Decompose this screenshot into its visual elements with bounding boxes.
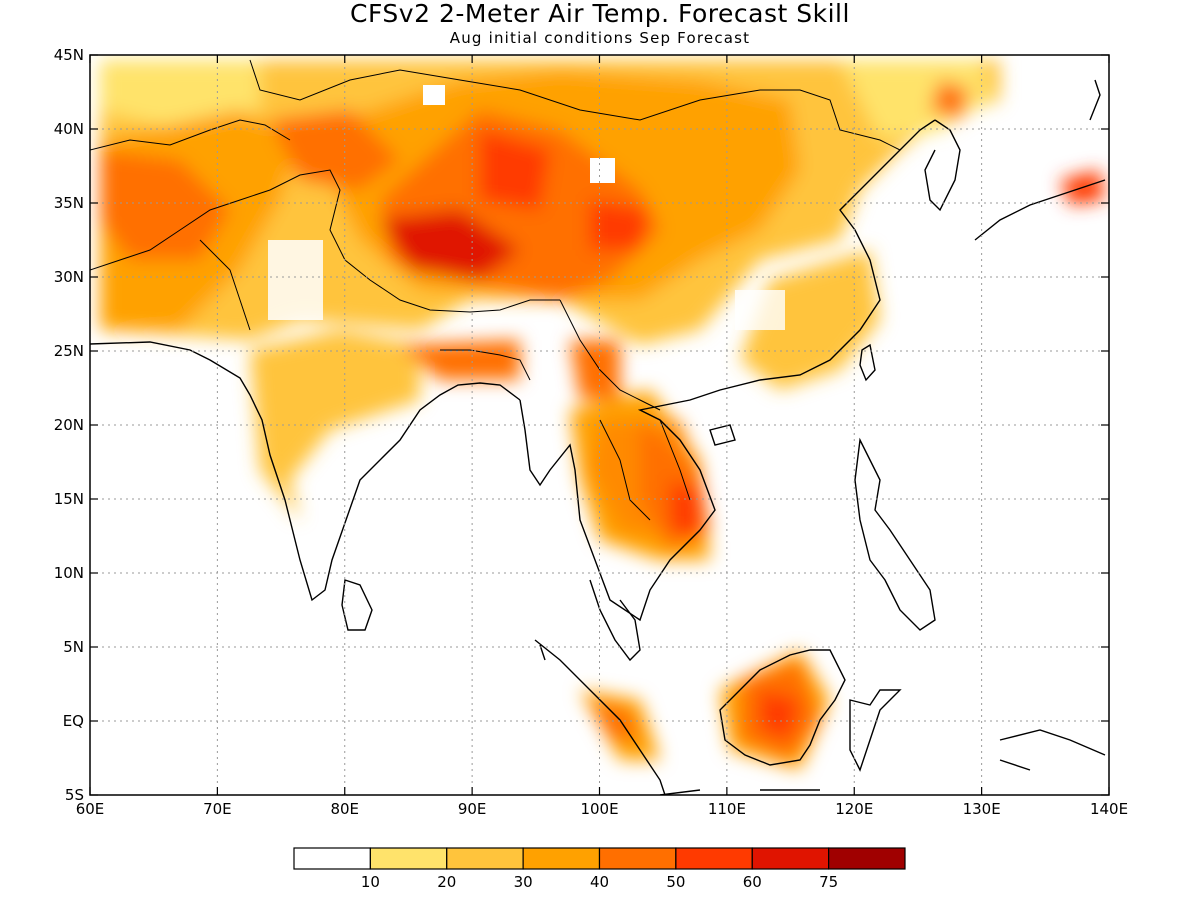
y-tick-label: 30N [54,268,84,286]
x-tick-label: 130E [963,800,1001,818]
colorbar-label: 30 [514,873,533,891]
y-tick-label: 5N [63,638,84,656]
y-tick-label: 45N [54,46,84,64]
coastline-korea [924,119,961,212]
chart-subtitle: Aug initial conditions Sep Forecast [449,29,751,47]
y-axis: 45N 40N 35N 30N 25N 20N 15N 10N 5N EQ 5S [54,46,1109,804]
colorbar-swatch [446,847,524,870]
colorbar-swatch [522,847,601,870]
coastline-japan [974,79,1106,241]
coastline-india [90,341,521,602]
coastline-borneo [719,649,846,766]
chart-title: CFSv2 2-Meter Air Temp. Forecast Skill [350,0,850,28]
colorbar-label: 75 [819,873,838,891]
map-plot-area [90,55,1109,795]
y-tick-label: 10N [54,564,84,582]
skill-shading [100,60,1105,770]
colorbar: 10 20 30 40 50 60 75 [293,847,906,891]
low-skill-patches [268,85,785,330]
coastline-philippines [854,437,936,631]
gridlines [90,55,1109,795]
colorbar-swatch [293,847,371,870]
x-tick-label: 140E [1090,800,1128,818]
colorbar-label: 60 [743,873,762,891]
coastline-new-guinea [999,729,1106,771]
x-tick-label: 60E [76,800,105,818]
colorbar-label: 50 [666,873,685,891]
x-tick-label: 120E [835,800,873,818]
coastline-taiwan [859,343,876,382]
coastline-hainan [709,424,736,446]
y-tick-label: 20N [54,416,84,434]
x-tick-label: 90E [458,800,487,818]
y-tick-label: 35N [54,194,84,212]
coastline-malay [589,579,641,662]
x-axis: 60E 70E 80E 90E 100E 110E 120E 130E 140E [76,55,1128,818]
y-tick-label: 40N [54,120,84,138]
colorbar-label: 20 [437,873,456,891]
country-borders [90,59,901,521]
y-tick-label: 5S [65,786,84,804]
colorbar-label: 10 [361,873,380,891]
y-tick-label: 25N [54,342,84,360]
coastline-sri-lanka [341,579,373,631]
x-tick-label: 110E [708,800,746,818]
colorbar-swatch [675,847,753,870]
coastline-indochina [519,119,936,622]
colorbar-swatch [828,847,906,870]
colorbar-swatch [369,847,448,870]
coastlines [90,79,1106,795]
x-tick-label: 70E [203,800,232,818]
colorbar-swatch [751,847,830,870]
coastline-java [659,789,820,795]
x-tick-label: 100E [580,800,618,818]
coastline-sulawesi [849,689,902,772]
x-tick-label: 80E [330,800,359,818]
colorbar-swatch [598,847,677,870]
y-tick-label: 15N [54,490,84,508]
y-tick-label: EQ [63,712,84,730]
colorbar-label: 40 [590,873,609,891]
